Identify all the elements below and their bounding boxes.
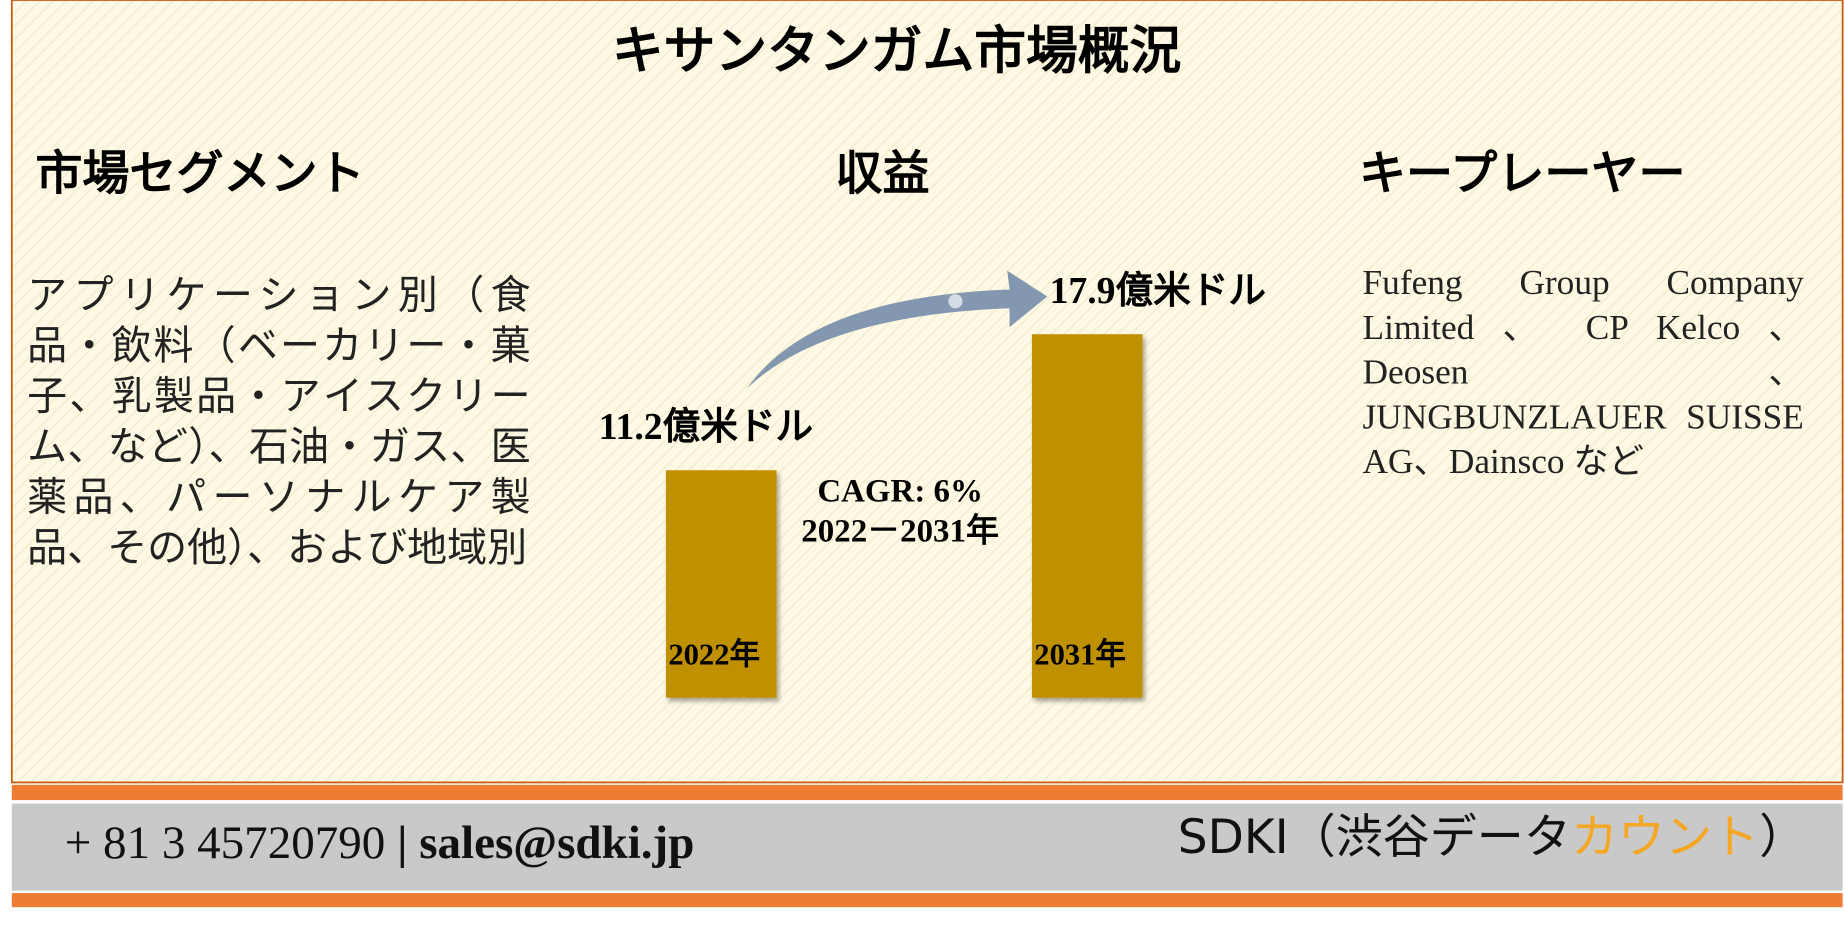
category-label: 2022年 (668, 638, 760, 672)
footer-band (11, 784, 1843, 801)
cagr-period: 2022－2031年 (801, 513, 999, 550)
segment-heading: 市場セグメント (35, 149, 364, 201)
revenue-heading: 収益 (835, 149, 929, 201)
bar (665, 470, 777, 698)
separator: | (397, 817, 407, 869)
players-text: Fufeng Group Company Limited 、 CP Kelco … (1362, 263, 1804, 482)
category-label: 2031年 (1034, 638, 1126, 672)
panel (10, 0, 1844, 784)
bar (1031, 334, 1143, 698)
brand: SDKI（渋谷データカウント） (1178, 810, 1806, 865)
brand-end: ） (1759, 810, 1806, 865)
segment-text: アプリケーション別（食品・飲料（ベーカリー・菓子、乳製品・アイスクリーム、など）… (27, 274, 531, 571)
phone: + 81 3 45720790 (65, 817, 386, 869)
players-heading: キープレーヤー (1359, 149, 1686, 201)
footer (11, 803, 1843, 891)
footer-band (11, 893, 1843, 908)
title: キサンタンガム市場概況 (612, 22, 1181, 80)
email: sales@sdki.jp (419, 817, 694, 869)
contact: + 81 3 45720790 | sales@sdki.jp (65, 817, 695, 869)
value-label: 17.9億米ドル (1050, 270, 1266, 312)
value-label: 11.2億米ドル (599, 406, 813, 448)
cagr: CAGR: 6% (817, 474, 983, 510)
segment-box: アプリケーション別（食品・飲料（ベーカリー・菓子、乳製品・アイスクリーム、など）… (27, 274, 531, 571)
arrow-dot (948, 294, 963, 309)
bar-chart: 2022年 11.2億米ドル 2031年 17.9億米ドル (599, 270, 1266, 698)
players-box: Fufeng Group Company Limited 、 CP Kelco … (1362, 263, 1804, 482)
growth-arrow (747, 270, 1048, 389)
brand-name: SDKI（渋谷データ (1178, 810, 1571, 865)
brand-highlight: カウント (1571, 810, 1759, 865)
